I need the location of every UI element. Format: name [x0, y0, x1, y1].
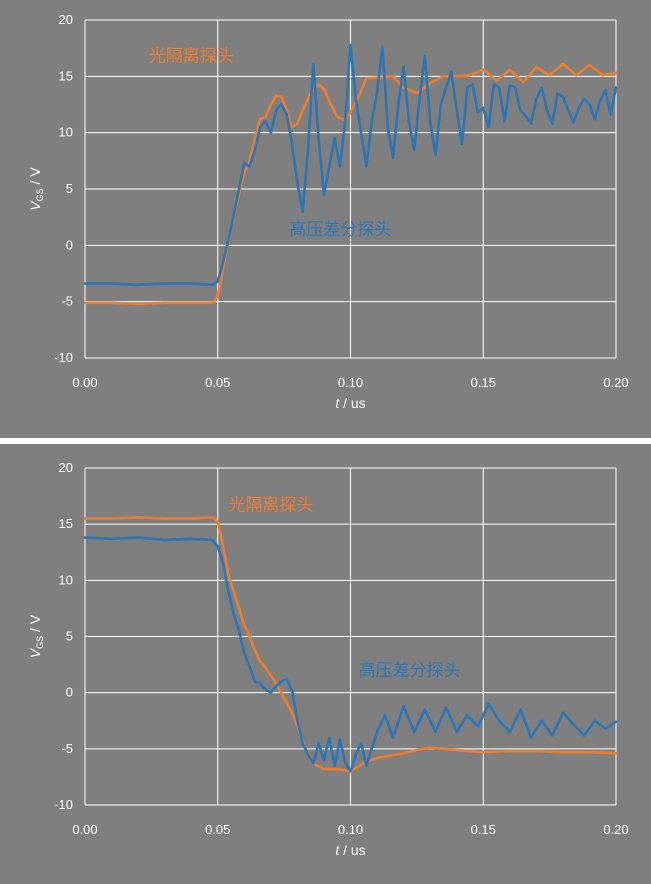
- series-annotation-0: 光隔离探头: [149, 47, 234, 67]
- x-tick-label: 0.00: [72, 375, 97, 390]
- x-axis-label: t / us: [335, 395, 365, 411]
- x-tick-label: 0.00: [72, 822, 97, 837]
- x-tick-label: 0.05: [205, 822, 230, 837]
- y-axis-label: VGS / V: [27, 167, 45, 211]
- series-annotation-1: 高压差分探头: [358, 661, 460, 681]
- bottom-chart: -10 -5 0 5 10 15 20 0.00 0.05 0.10 0.15 0.20 t / us V…: [27, 460, 629, 858]
- x-tick-label: 0.10: [338, 375, 363, 390]
- bottom-chart-panel: -10 -5 0 5 10 15 20 0.00 0.05 0.10 0.15 0.20 t / us V…: [0, 444, 651, 884]
- x-tick-label: 0.20: [603, 375, 628, 390]
- series-annotation-1: 高压差分探头: [289, 220, 391, 240]
- y-tick-label: -10: [54, 797, 73, 812]
- x-tick-label: 0.10: [338, 822, 363, 837]
- y-tick-label: 20: [59, 12, 73, 27]
- series-annotation-0: 光隔离探头: [228, 496, 313, 516]
- x-tick-label: 0.15: [471, 375, 496, 390]
- y-tick-label: 10: [59, 572, 73, 587]
- grid: [84, 467, 617, 806]
- top-chart: -10 -5 0 5 10 15 20 0.00 0.05 0.10 0.15 0.20 t / us V…: [27, 12, 629, 411]
- y-tick-label: 0: [66, 237, 73, 252]
- series-line-1: [83, 536, 618, 773]
- x-tick-label: 0.05: [205, 375, 230, 390]
- grid: [84, 19, 617, 359]
- x-tick-label: 0.20: [603, 822, 628, 837]
- x-tick-label: 0.15: [471, 822, 496, 837]
- y-tick-label: -5: [61, 294, 73, 309]
- y-axis-label: VGS / V: [27, 614, 45, 658]
- y-tick-label: 0: [66, 685, 73, 700]
- y-tick-label: 10: [59, 125, 73, 140]
- y-tick-label: 20: [59, 460, 73, 475]
- y-tick-label: 15: [59, 68, 73, 83]
- series-line-1: [83, 43, 618, 287]
- y-tick-label: 5: [66, 629, 73, 644]
- series-line-0: [83, 516, 618, 773]
- x-axis-label: t / us: [335, 842, 365, 858]
- top-chart-panel: -10 -5 0 5 10 15 20 0.00 0.05 0.10 0.15 0.20 t / us V…: [0, 0, 651, 438]
- y-tick-label: 15: [59, 516, 73, 531]
- y-tick-label: 5: [66, 181, 73, 196]
- y-tick-label: -5: [61, 741, 73, 756]
- y-tick-label: -10: [54, 350, 73, 365]
